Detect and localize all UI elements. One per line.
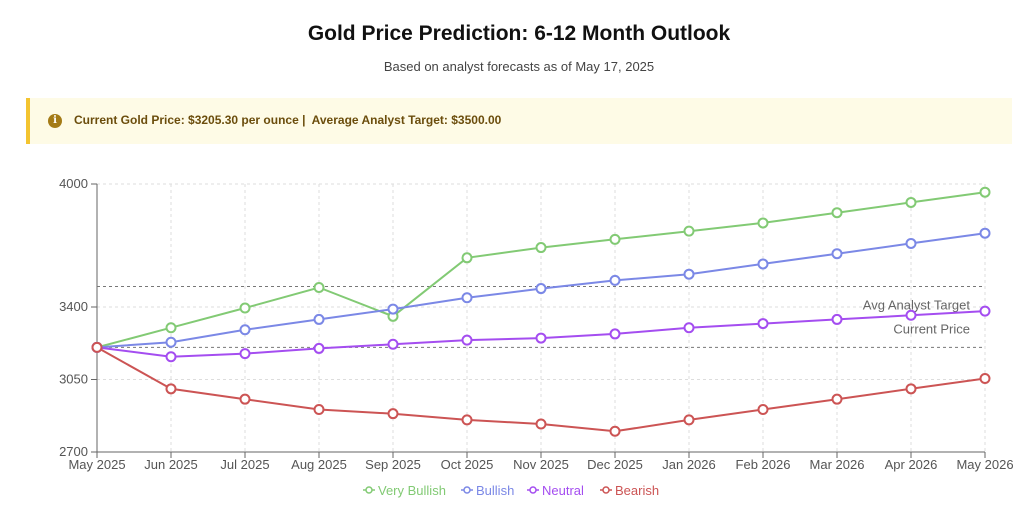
page-title: Gold Price Prediction: 6-12 Month Outloo… (307, 22, 731, 45)
data-point (461, 292, 473, 304)
data-point (757, 318, 769, 330)
x-tick-label: Oct 2025 (441, 457, 494, 472)
data-point (239, 348, 251, 360)
legend-label: Bullish (476, 483, 514, 498)
page-subtitle: Based on analyst forecasts as of May 17,… (383, 59, 655, 74)
data-point (905, 309, 917, 321)
x-tick-label: Jan 2026 (662, 457, 716, 472)
reference-label-target: Avg Analyst Target (863, 298, 971, 313)
y-tick-label: 4000 (59, 176, 88, 191)
y-tick-label: 2700 (59, 444, 88, 459)
x-tick-label: Apr 2026 (885, 457, 938, 472)
legend-label: Very Bullish (378, 483, 446, 498)
data-point (609, 233, 621, 245)
data-point (905, 196, 917, 208)
data-point (313, 282, 325, 294)
x-tick-label: Dec 2025 (587, 457, 643, 472)
x-tick-label: Feb 2026 (736, 457, 791, 472)
data-point (831, 207, 843, 219)
data-point (535, 283, 547, 295)
info-banner: i Current Gold Price: $3205.30 per ounce… (26, 98, 1012, 144)
data-point (239, 302, 251, 314)
data-point (535, 418, 547, 430)
data-point (239, 393, 251, 405)
data-point (91, 341, 103, 353)
x-tick-label: Nov 2025 (513, 457, 569, 472)
data-point (757, 404, 769, 416)
data-point (979, 305, 991, 317)
legend-marker-point (365, 486, 373, 494)
legend-marker-point (529, 486, 537, 494)
y-tick-label: 3050 (59, 372, 88, 387)
x-tick-label: Aug 2025 (291, 457, 347, 472)
data-point (461, 252, 473, 264)
data-point (979, 186, 991, 198)
data-point (831, 313, 843, 325)
data-point (239, 324, 251, 336)
data-point (535, 242, 547, 254)
data-point (757, 217, 769, 229)
data-point (313, 313, 325, 325)
data-point (461, 334, 473, 346)
x-tick-label: Jun 2025 (144, 457, 198, 472)
data-point (387, 408, 399, 420)
legend-marker-point (602, 486, 610, 494)
data-point (683, 414, 695, 426)
data-point (165, 351, 177, 363)
data-point (905, 237, 917, 249)
data-point (905, 383, 917, 395)
data-point (979, 227, 991, 239)
x-tick-label: Mar 2026 (810, 457, 865, 472)
data-point (461, 414, 473, 426)
data-point (313, 404, 325, 416)
data-point (683, 225, 695, 237)
data-point (535, 332, 547, 344)
data-point (979, 372, 991, 384)
legend-marker-point (463, 486, 471, 494)
data-point (831, 248, 843, 260)
data-point (609, 425, 621, 437)
legend-label: Neutral (542, 483, 584, 498)
data-point (757, 258, 769, 270)
reference-label-current: Current Price (893, 321, 970, 336)
legend-label: Bearish (615, 483, 659, 498)
data-point (165, 383, 177, 395)
x-tick-label: Jul 2025 (220, 457, 269, 472)
banner-text: Current Gold Price: $3205.30 per ounce |… (74, 113, 502, 127)
x-tick-label: May 2025 (68, 457, 125, 472)
data-point (387, 338, 399, 350)
data-point (313, 342, 325, 354)
data-point (387, 303, 399, 315)
data-point (609, 274, 621, 286)
data-point (609, 328, 621, 340)
x-tick-label: May 2026 (956, 457, 1013, 472)
data-point (683, 268, 695, 280)
data-point (831, 393, 843, 405)
y-tick-label: 3400 (59, 299, 88, 314)
data-point (165, 322, 177, 334)
x-tick-label: Sep 2025 (365, 457, 421, 472)
data-point (165, 336, 177, 348)
data-point (683, 322, 695, 334)
info-icon: i (48, 114, 62, 128)
